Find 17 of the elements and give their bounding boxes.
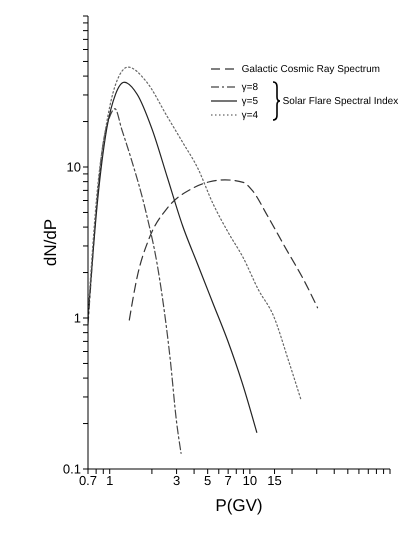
x-tick-label: 0.7 xyxy=(78,473,98,488)
y-tick-label: 10 xyxy=(66,160,81,175)
legend-label: γ=5 xyxy=(242,96,260,106)
legend-label: γ=4 xyxy=(242,110,260,120)
legend-label: γ=8 xyxy=(242,82,260,92)
y-tick-label: 1 xyxy=(74,310,81,326)
y-axis-title: dN/dP xyxy=(41,218,60,266)
legend-label: Galactic Cosmic Ray Spectrum xyxy=(242,64,380,74)
x-tick-label: 7 xyxy=(224,473,232,488)
x-tick-label: 3 xyxy=(172,473,180,488)
x-tick-label: 1 xyxy=(106,473,114,488)
x-axis-title: P(GV) xyxy=(215,496,263,515)
x-tick-label: 10 xyxy=(242,473,258,488)
x-tick-label: 15 xyxy=(267,473,282,488)
y-tick-label: 0.1 xyxy=(62,462,81,477)
x-tick-label: 5 xyxy=(204,473,212,488)
annotation: Solar Flare Spectral Index xyxy=(282,96,398,106)
